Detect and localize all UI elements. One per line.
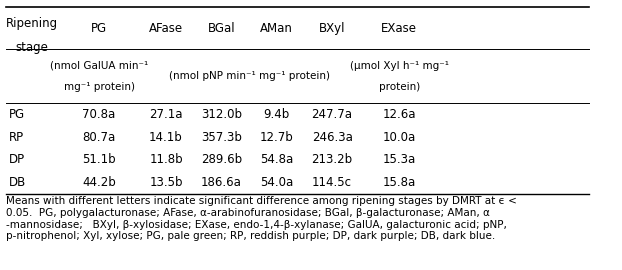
Text: mg⁻¹ protein): mg⁻¹ protein) <box>63 82 134 92</box>
Text: 70.8a: 70.8a <box>82 108 116 121</box>
Text: BGal: BGal <box>208 22 235 35</box>
Text: (nmol GalUA min⁻¹: (nmol GalUA min⁻¹ <box>50 60 148 70</box>
Text: 54.0a: 54.0a <box>260 176 294 189</box>
Text: 289.6b: 289.6b <box>201 153 242 166</box>
Text: 186.6a: 186.6a <box>201 176 242 189</box>
Text: (nmol pNP min⁻¹ mg⁻¹ protein): (nmol pNP min⁻¹ mg⁻¹ protein) <box>169 71 330 81</box>
Text: 44.2b: 44.2b <box>82 176 116 189</box>
Text: 14.1b: 14.1b <box>149 130 183 143</box>
Text: stage: stage <box>16 42 49 55</box>
Text: 213.2b: 213.2b <box>312 153 353 166</box>
Text: 51.1b: 51.1b <box>82 153 116 166</box>
Text: 80.7a: 80.7a <box>82 130 116 143</box>
Text: DB: DB <box>9 176 26 189</box>
Text: PG: PG <box>91 22 107 35</box>
Text: 13.5b: 13.5b <box>149 176 183 189</box>
Text: 15.8a: 15.8a <box>383 176 415 189</box>
Text: protein): protein) <box>379 82 420 92</box>
Text: 15.3a: 15.3a <box>383 153 415 166</box>
Text: 12.6a: 12.6a <box>383 108 416 121</box>
Text: Ripening: Ripening <box>6 18 58 31</box>
Text: 114.5c: 114.5c <box>312 176 352 189</box>
Text: DP: DP <box>9 153 25 166</box>
Text: 12.7b: 12.7b <box>260 130 294 143</box>
Text: 9.4b: 9.4b <box>264 108 290 121</box>
Text: 10.0a: 10.0a <box>383 130 415 143</box>
Text: 357.3b: 357.3b <box>201 130 242 143</box>
Text: BXyl: BXyl <box>319 22 345 35</box>
Text: AMan: AMan <box>261 22 293 35</box>
Text: 312.0b: 312.0b <box>201 108 242 121</box>
Text: PG: PG <box>9 108 25 121</box>
Text: Means with different letters indicate significant difference among ripening stag: Means with different letters indicate si… <box>6 197 520 241</box>
Text: 247.7a: 247.7a <box>312 108 353 121</box>
Text: 11.8b: 11.8b <box>149 153 183 166</box>
Text: AFase: AFase <box>149 22 183 35</box>
Text: RP: RP <box>9 130 24 143</box>
Text: 54.8a: 54.8a <box>260 153 294 166</box>
Text: (μmol Xyl h⁻¹ mg⁻¹: (μmol Xyl h⁻¹ mg⁻¹ <box>350 60 448 70</box>
Text: 246.3a: 246.3a <box>312 130 353 143</box>
Text: 27.1a: 27.1a <box>149 108 183 121</box>
Text: EXase: EXase <box>381 22 417 35</box>
